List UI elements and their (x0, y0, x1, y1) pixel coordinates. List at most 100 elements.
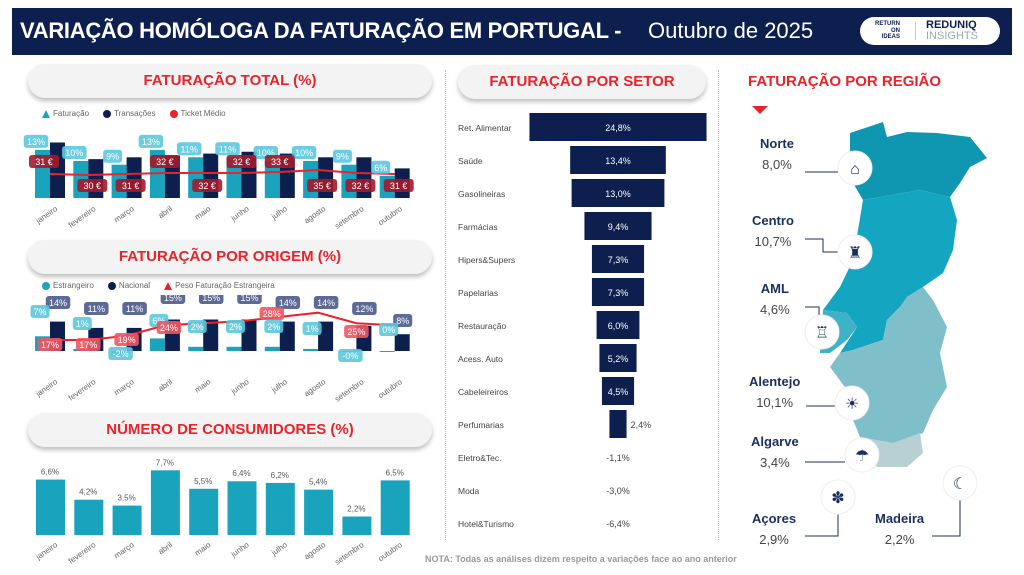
period-label: Outubro de 2025 (648, 18, 814, 43)
panel-title-consumidores: NÚMERO DE CONSUMIDORES (%) (28, 413, 432, 447)
beach-icon-badge (844, 437, 880, 473)
data-label: 13,0% (605, 189, 631, 199)
x-tick-label: abril (156, 204, 174, 220)
data-label: 24,8% (605, 123, 631, 133)
label-estrangeiro: -0% (342, 351, 358, 361)
chart-setor: Ret. Alimentar 24,8% Saúde 13,4% Gasolineira… (458, 113, 707, 529)
label-nacional-bg (237, 295, 262, 304)
label-peso-estrangeira-bg (344, 325, 369, 338)
x-tick-label: janeiro (33, 377, 59, 399)
region-centro: Centro 10,7% (752, 213, 794, 249)
bar-consumidores (189, 488, 219, 535)
data-label: 5,2% (608, 354, 629, 364)
bridge-icon: ⌂ (850, 161, 860, 178)
chart-faturacao-origem: 14% 11% 11% 15% 15% 15% 14% 14% 12% 8% 7% 1% -2% 6% 2%… (30, 295, 413, 404)
x-tick-label: outubro (376, 377, 404, 400)
x-tick-label: julho (269, 540, 289, 558)
label-ticket-medio: 32 € (156, 157, 174, 167)
region-name: Açores (752, 511, 797, 526)
region-norte: Norte 8,0% (760, 136, 794, 172)
label-nacional: 14% (317, 298, 335, 308)
x-tick-label: abril (156, 377, 174, 393)
x-tick-label: agosto (302, 377, 327, 398)
panel-title-setor: FATURAÇÃO POR SETOR (458, 65, 706, 99)
x-tick-label: maio (193, 377, 213, 395)
x-tick-label: março (112, 377, 136, 397)
sector-label: Cabeleireiros (458, 387, 508, 397)
label-nacional: 15% (202, 295, 220, 303)
label-ticket-medio: 32 € (198, 181, 216, 191)
data-label: 6,5% (386, 468, 404, 477)
sector-label: Acess. Auto (458, 354, 503, 364)
label-ticket-medio-bg (29, 155, 59, 168)
data-label: 2,4% (631, 420, 652, 430)
beach-icon: ☂ (855, 448, 869, 465)
label-estrangeiro: 2% (191, 322, 204, 332)
x-tick-label: fevereiro (67, 377, 98, 403)
label-nacional-bg (352, 302, 377, 315)
divider (445, 70, 446, 540)
label-peso-estrangeira-bg (76, 338, 101, 351)
bar-sector (571, 179, 665, 207)
bar-sector (601, 377, 635, 405)
line-ticket-medio (49, 168, 395, 177)
bar-nacional (394, 334, 410, 351)
data-label: 6,0% (608, 321, 629, 331)
region-value: 2,9% (759, 532, 789, 547)
label-estrangeiro: 7% (33, 307, 46, 317)
banana-icon: ☾ (953, 476, 967, 493)
label-estrangeiro: 0% (382, 325, 395, 335)
label-faturacao: 10% (257, 148, 275, 158)
data-label: 13,4% (605, 156, 631, 166)
bar-sector (591, 278, 645, 306)
sector-label: Saúde (458, 156, 483, 166)
data-label: 4,5% (608, 387, 629, 397)
data-label: -1,1% (606, 453, 630, 463)
x-tick-label: agosto (302, 204, 327, 225)
label-nacional-bg (122, 302, 147, 315)
label-faturacao-bg (332, 149, 352, 163)
region-madeira: Madeira 2,2% (875, 511, 924, 547)
bar-nacional (318, 321, 334, 351)
label-ticket-medio: 30 € (84, 181, 102, 191)
bar-sector (609, 410, 627, 438)
portugal-map: ⌂ ♜ ♖ ☀ ☂ ✽ ☾ (804, 122, 987, 537)
bridge-icon-badge (837, 150, 873, 186)
data-label: 7,7% (156, 458, 174, 467)
data-label: 6,2% (271, 471, 289, 480)
label-peso-estrangeira: 28% (263, 309, 281, 319)
pineapple-icon-badge (820, 479, 856, 515)
sector-label: Moda (458, 486, 480, 496)
region-name: Madeira (875, 511, 925, 526)
x-tick-label: maio (193, 204, 213, 222)
label-estrangeiro: 6% (152, 316, 165, 326)
circle-icon (42, 281, 50, 290)
panel-title-regiao: FATURAÇÃO POR REGIÃO (748, 73, 942, 90)
label-faturacao-bg (138, 134, 164, 148)
region-value: 10,1% (756, 395, 794, 410)
data-label: 6,6% (41, 468, 59, 477)
region-centro (823, 190, 957, 353)
data-label: -3,0% (606, 486, 630, 496)
label-faturacao-bg (62, 146, 87, 159)
region-algarve: Algarve 3,4% (751, 434, 799, 470)
data-label: 3,5% (117, 494, 135, 503)
label-peso-estrangeira: 17% (79, 340, 97, 350)
connector-line (805, 306, 820, 315)
connector-line (932, 500, 961, 537)
label-faturacao-bg (176, 142, 202, 156)
region-name: AML (760, 281, 789, 296)
bar-nacional (203, 319, 219, 351)
label-peso-estrangeira-bg (259, 307, 285, 320)
legend-faturacao-total: Faturação Transações Ticket Médio (42, 109, 226, 118)
x-tick-label: fevereiro (67, 540, 98, 566)
university-icon: ♜ (848, 245, 862, 262)
label-nacional: 14% (49, 298, 67, 308)
tower-icon-badge (804, 314, 840, 350)
triangle-icon (42, 109, 50, 118)
region-name: Centro (752, 213, 794, 228)
bar-consumidores (74, 499, 104, 535)
data-label: 7,3% (608, 255, 629, 265)
label-nacional: 15% (240, 295, 258, 303)
sector-label: Restauração (458, 321, 506, 331)
